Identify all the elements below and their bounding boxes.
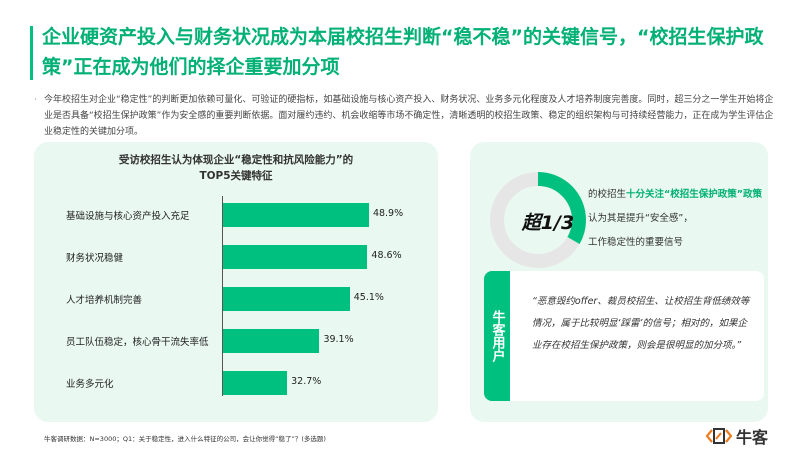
- chart-subtitle: TOP5关键特征: [199, 170, 273, 182]
- stat-line-1a: 的校招生: [588, 189, 627, 200]
- footnote: 牛客调研数据：N=3000；Q1：关于稳定性，进入什么特征的公司，会让你觉得“稳…: [44, 435, 326, 443]
- stat-big: 超1/3: [521, 212, 575, 234]
- category-label: 员工队伍稳定，核心骨干流失率低: [66, 337, 209, 348]
- quote-tag: 牛客用户: [484, 271, 510, 401]
- value-label: 48.9%: [372, 208, 404, 219]
- category-label: 人才培养机制完善: [66, 295, 143, 306]
- value-label: 45.1%: [353, 292, 384, 303]
- stat-panel: 超1/3 的校招生十分关注“校招生保护政策”政策 认为其是提升“安全感”， 工作…: [470, 142, 768, 422]
- bar: [223, 329, 320, 353]
- value-label: 48.6%: [371, 250, 402, 261]
- chart-row: 业务多元化 32.7%: [34, 371, 438, 395]
- stat-line-1: 的校招生十分关注“校招生保护政策”政策: [588, 186, 762, 200]
- category-label: 基础设施与核心资产投入充足: [66, 211, 190, 222]
- stat-highlight: 十分关注“校招生保护政策”政策: [626, 189, 763, 200]
- bar: [223, 287, 350, 311]
- quote-card: 牛客用户 “恶意毁约offer、裁员校招生、让校招生背低绩效等情况，属于比较明显…: [484, 271, 764, 401]
- quote-text: “恶意毁约offer、裁员校招生、让校招生背低绩效等情况，属于比较明显‘踩雷’的…: [532, 296, 750, 351]
- bar: [223, 245, 368, 269]
- logo-text: 牛客: [736, 428, 769, 447]
- bar: [223, 371, 288, 395]
- chart-row: 员工队伍稳定，核心骨干流失率低 39.1%: [34, 329, 438, 353]
- chart-row: 人才培养机制完善 45.1%: [34, 287, 438, 311]
- brand-logo: 牛客: [706, 424, 768, 448]
- category-label: 业务多元化: [66, 379, 114, 390]
- chart-panel: 受访校招生认为体现企业“稳定性和抗风险能力”的 TOP5关键特征 基础设施与核心…: [34, 142, 438, 422]
- page-title: 企业硬资产投入与财务状况成为本届校招生判断“稳不稳”的关键信号，“校招生保护政策…: [42, 26, 764, 78]
- donut-chart: [490, 172, 586, 268]
- chart-axis: [222, 196, 223, 396]
- logo-icon: [706, 428, 732, 444]
- donut-arc: [490, 172, 586, 268]
- intro-text: 今年校招生对企业“稳定性”的判断更加依赖可量化、可验证的硬指标，如基础设施与核心…: [34, 92, 774, 140]
- value-label: 39.1%: [323, 334, 354, 345]
- stat-line-2: 认为其是提升“安全感”，: [588, 213, 693, 224]
- chart-row: 基础设施与核心资产投入充足 48.9%: [34, 203, 438, 227]
- value-label: 32.7%: [291, 376, 322, 387]
- chart-row: 财务状况稳健 48.6%: [34, 245, 438, 269]
- stat-line-3: 工作稳定性的重要信号: [588, 237, 684, 248]
- chart-title: 受访校招生认为体现企业“稳定性和抗风险能力”的: [118, 154, 354, 166]
- title-accent: [30, 26, 33, 80]
- bar: [223, 203, 369, 227]
- category-label: 财务状况稳健: [66, 253, 124, 264]
